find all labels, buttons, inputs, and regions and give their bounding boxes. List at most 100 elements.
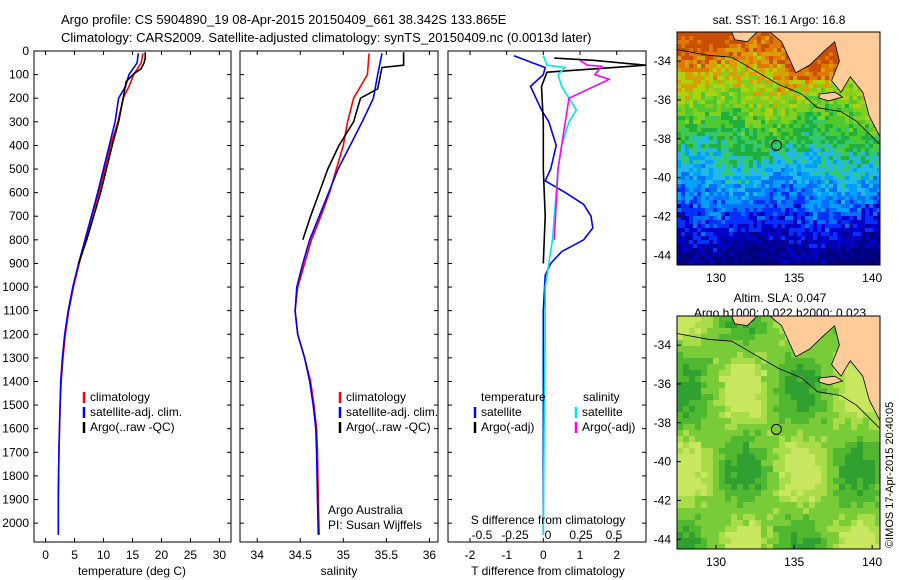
x-tick-label-temperature: 0 bbox=[42, 548, 49, 562]
depth-tick-label: 600 bbox=[9, 186, 29, 200]
depth-tick-label: 1400 bbox=[2, 374, 29, 388]
s-tick-label: 0.5 bbox=[606, 528, 623, 542]
depth-tick-label: 1300 bbox=[2, 351, 29, 365]
salinity-panel: 34 34.5 35 35.5 36 salinity climatologysatel… bbox=[239, 50, 439, 578]
difference-panel: -2 -1 0 1 2 -0.5 -0.25 0 0.25 0.5 S difference f… bbox=[447, 50, 647, 578]
series-line-salinity-1 bbox=[294, 53, 383, 535]
land-mass-sla bbox=[731, 316, 880, 421]
map-lat-label-sst: -42 bbox=[654, 209, 672, 223]
depth-tick-label: 1500 bbox=[2, 398, 29, 412]
sst-map-frame bbox=[676, 31, 881, 266]
series-line-difference-0 bbox=[513, 54, 594, 535]
map-lat-label-sla: -44 bbox=[654, 532, 672, 546]
argo-location-marker-sst bbox=[770, 139, 782, 151]
x-tick-label-salinity: 34.5 bbox=[289, 548, 313, 562]
map-lon-label-sla: 140 bbox=[862, 555, 882, 569]
series-line-difference-1 bbox=[540, 57, 646, 264]
island-sla bbox=[818, 375, 844, 386]
legend-label-salinity: Argo(..raw -QC) bbox=[346, 420, 431, 434]
x-tick-label-salinity: 36 bbox=[423, 548, 437, 562]
map-lat-label-sla: -36 bbox=[654, 377, 672, 391]
map-lat-label-sst: -36 bbox=[654, 93, 672, 107]
depth-tick-label: 700 bbox=[9, 209, 29, 223]
map-lon-label-sst: 140 bbox=[862, 271, 882, 285]
x-tick-label-difference: -1 bbox=[501, 548, 512, 562]
legend-label-difference: satellite bbox=[582, 405, 623, 419]
legend-header: salinity bbox=[583, 390, 620, 404]
series-line-temperature-1 bbox=[57, 53, 140, 535]
map-lon-label-sst: 130 bbox=[706, 271, 726, 285]
sla-map-title-line1: Altim. SLA: 0.047 bbox=[734, 291, 827, 305]
t-difference-label: T difference from climatology bbox=[471, 564, 625, 578]
legend-label-difference: satellite bbox=[481, 405, 522, 419]
salinity-axis-label: salinity bbox=[321, 564, 358, 578]
x-tick-label-temperature: 30 bbox=[213, 548, 227, 562]
depth-tick-label: 1800 bbox=[2, 469, 29, 483]
depth-tick-label: 900 bbox=[9, 256, 29, 270]
legend-label-temperature: climatology bbox=[90, 390, 150, 404]
depth-tick-label: 0 bbox=[22, 44, 29, 58]
depth-tick-label: 200 bbox=[9, 91, 29, 105]
s-difference-label: S difference from climatology bbox=[471, 513, 626, 527]
legend-header: temperature bbox=[481, 390, 546, 404]
x-tick-label-temperature: 20 bbox=[155, 548, 169, 562]
depth-tick-label: 100 bbox=[9, 68, 29, 82]
map-lat-label-sla: -40 bbox=[654, 455, 672, 469]
figure-title-line2: Climatology: CARS2009. Satellite-adjuste… bbox=[61, 30, 592, 45]
s-tick-label: 0.25 bbox=[569, 528, 593, 542]
s-tick-label: -0.5 bbox=[472, 528, 493, 542]
depth-tick-label: 1900 bbox=[2, 493, 29, 507]
temperature-axis-label: temperature (deg C) bbox=[78, 564, 186, 578]
sla-map-frame bbox=[676, 315, 881, 550]
x-tick-label-difference: 0 bbox=[540, 548, 547, 562]
argo-location-marker-sla bbox=[770, 423, 782, 435]
x-tick-label-difference: 1 bbox=[577, 548, 584, 562]
sst-map-panel: sat. SST: 16.1 Argo: 16.8 -34 -36 -38 -40 -4… bbox=[654, 13, 883, 285]
x-tick-label-difference: -2 bbox=[465, 548, 476, 562]
figure-title-line1: Argo profile: CS 5904890_19 08-Apr-2015 … bbox=[61, 12, 507, 27]
map-lat-label-sla: -42 bbox=[654, 493, 672, 507]
temperature-panel: 0 5 10 15 20 25 30 temperature (deg C) climato… bbox=[33, 50, 232, 578]
map-lon-label-sla: 130 bbox=[706, 555, 726, 569]
shelf-contour-sst bbox=[677, 49, 880, 145]
sla-map-panel: Altim. SLA: 0.047 Argo h1000: 0.022 h200… bbox=[654, 291, 883, 569]
legend-label-difference: Argo(-adj) bbox=[481, 420, 534, 434]
x-tick-label-difference: 2 bbox=[613, 548, 620, 562]
x-tick-label-temperature: 10 bbox=[97, 548, 111, 562]
legend-label-difference: Argo(-adj) bbox=[582, 420, 635, 434]
sst-map-title: sat. SST: 16.1 Argo: 16.8 bbox=[713, 13, 846, 27]
difference-plot-frame bbox=[447, 50, 647, 543]
legend-label-temperature: satellite-adj. clim. bbox=[90, 405, 182, 419]
s-tick-label: 0 bbox=[545, 528, 552, 542]
series-line-salinity-2 bbox=[302, 52, 405, 241]
series-line-difference-2 bbox=[542, 55, 578, 535]
shelf-contour-sla bbox=[677, 333, 880, 429]
depth-axis: 0 100 200 300 400 500 600 700 800 900 1000 1100 1200… bbox=[2, 44, 646, 530]
x-tick-label-salinity: 34 bbox=[251, 548, 265, 562]
map-lat-label-sst: -40 bbox=[654, 171, 672, 185]
argo-australia-label: Argo Australia bbox=[328, 503, 403, 517]
map-lat-label-sst: -44 bbox=[654, 248, 672, 262]
imos-credit: ©IMOS 17-Apr-2015 20:40:05 bbox=[884, 402, 896, 548]
x-tick-label-temperature: 15 bbox=[126, 548, 140, 562]
x-tick-label-temperature: 5 bbox=[71, 548, 78, 562]
salinity-plot-frame bbox=[239, 50, 439, 543]
series-line-temperature-2 bbox=[77, 52, 146, 264]
depth-tick-label: 300 bbox=[9, 115, 29, 129]
map-lon-label-sla: 135 bbox=[784, 555, 804, 569]
temperature-plot-frame bbox=[33, 50, 232, 543]
island-sst bbox=[818, 91, 844, 102]
pi-label: PI: Susan Wijffels bbox=[328, 518, 422, 532]
map-lon-label-sst: 135 bbox=[784, 271, 804, 285]
s-tick-label: -0.25 bbox=[501, 528, 529, 542]
legend-label-temperature: Argo(..raw -QC) bbox=[90, 420, 175, 434]
depth-tick-label: 1000 bbox=[2, 280, 29, 294]
depth-tick-label: 1200 bbox=[2, 327, 29, 341]
depth-tick-label: 1100 bbox=[3, 304, 29, 318]
legend-label-salinity: climatology bbox=[346, 390, 406, 404]
x-tick-label-salinity: 35.5 bbox=[375, 548, 399, 562]
series-line-difference-3 bbox=[553, 59, 611, 240]
map-lat-label-sst: -38 bbox=[654, 132, 672, 146]
map-lat-label-sla: -34 bbox=[654, 338, 672, 352]
